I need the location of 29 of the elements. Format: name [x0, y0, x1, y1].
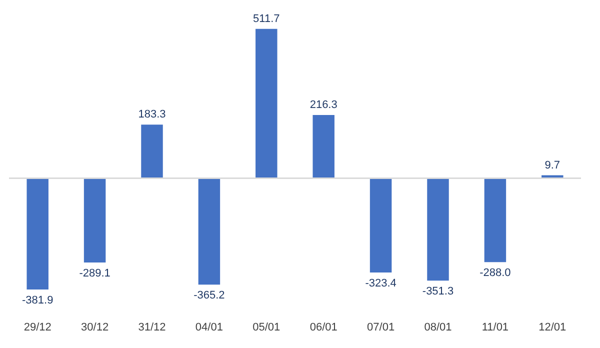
x-tick-label: 07/01	[367, 322, 395, 334]
bar	[141, 124, 163, 178]
x-tick-label: 05/01	[252, 322, 280, 334]
x-tick-label: 08/01	[424, 322, 452, 334]
data-label: 216.3	[310, 99, 338, 112]
x-tick-label: 29/12	[24, 322, 52, 334]
bar	[26, 178, 48, 290]
bar	[256, 28, 278, 178]
bar	[198, 178, 220, 285]
x-tick-label: 30/12	[81, 322, 109, 334]
data-label: 511.7	[253, 12, 280, 25]
bar	[370, 178, 392, 272]
x-tick-label: 12/01	[538, 322, 566, 334]
data-label: -323.4	[365, 277, 396, 290]
data-label: 183.3	[138, 108, 166, 121]
bar	[84, 178, 106, 262]
bar	[484, 178, 506, 262]
x-tick-label: 31/12	[138, 322, 166, 334]
data-label: -365.2	[194, 290, 225, 302]
bar	[427, 178, 449, 281]
data-label: 9.7	[544, 159, 560, 172]
bar	[312, 115, 334, 178]
x-tick-label: 11/01	[482, 322, 509, 334]
data-label: -289.1	[79, 267, 110, 280]
x-tick-label: 06/01	[310, 322, 338, 334]
x-tick-label: 04/01	[195, 322, 223, 334]
data-label: -381.9	[22, 294, 54, 307]
data-label: -351.3	[422, 286, 454, 298]
data-label: -288.0	[480, 267, 511, 280]
